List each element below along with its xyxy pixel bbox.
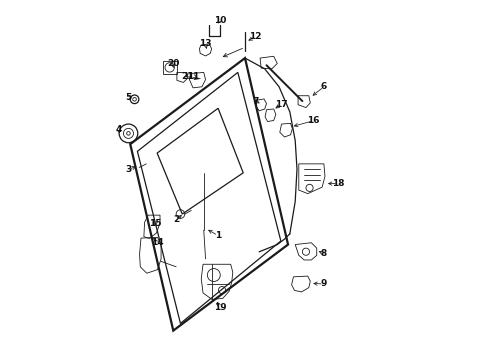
Text: 9: 9 xyxy=(321,279,327,288)
Text: 2: 2 xyxy=(174,215,180,224)
Text: 1: 1 xyxy=(215,231,221,240)
Text: 12: 12 xyxy=(249,32,262,41)
Text: 7: 7 xyxy=(252,96,259,105)
Text: 21: 21 xyxy=(181,72,194,81)
Text: 10: 10 xyxy=(214,16,226,25)
Text: 5: 5 xyxy=(125,93,132,102)
Text: 14: 14 xyxy=(151,238,164,247)
Text: 11: 11 xyxy=(187,72,199,81)
Text: 17: 17 xyxy=(274,100,287,109)
Text: 4: 4 xyxy=(116,125,122,134)
Text: 3: 3 xyxy=(125,165,132,174)
Text: 13: 13 xyxy=(199,39,212,48)
Text: 8: 8 xyxy=(321,249,327,258)
Text: 20: 20 xyxy=(167,59,179,68)
Text: 19: 19 xyxy=(214,303,226,312)
Text: 15: 15 xyxy=(149,219,162,228)
Text: 18: 18 xyxy=(332,179,344,188)
Text: 6: 6 xyxy=(321,82,327,91)
Text: 16: 16 xyxy=(307,116,319,125)
